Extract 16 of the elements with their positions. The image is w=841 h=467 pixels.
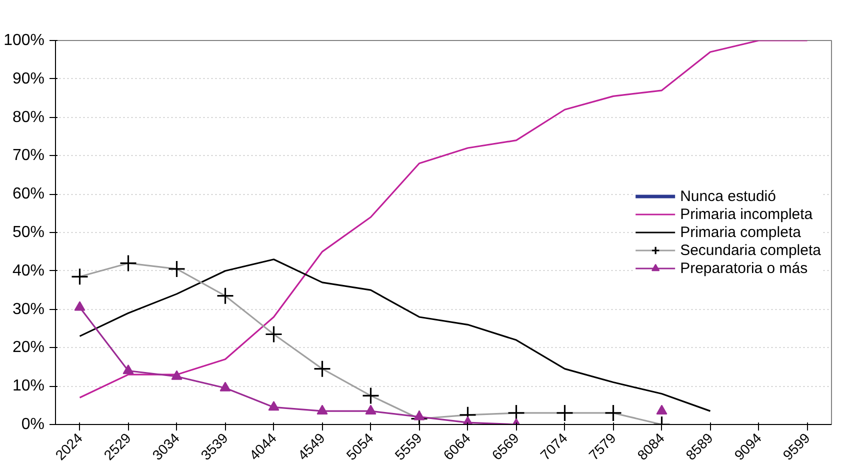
y-tick-label: 50% — [12, 224, 45, 241]
legend-label: Primaria incompleta — [680, 205, 813, 223]
y-tick-label: 0% — [21, 416, 44, 433]
y-tick-label: 60% — [12, 186, 45, 203]
y-tick-label: 30% — [12, 300, 45, 318]
legend-label: Secundaria completa — [680, 241, 821, 259]
y-tick-label: 10% — [12, 378, 45, 395]
y-tick-label: 80% — [12, 108, 45, 126]
y-tick-label: 90% — [12, 70, 45, 88]
y-tick-label: 20% — [12, 339, 45, 356]
y-tick-label: 100% — [4, 32, 44, 49]
legend-label: Preparatoria o más — [680, 259, 808, 277]
legend-label: Primaria completa — [680, 223, 801, 241]
legend-label: Nunca estudió — [680, 187, 776, 205]
y-tick-label: 40% — [12, 262, 45, 280]
y-tick-label: 70% — [12, 147, 45, 164]
